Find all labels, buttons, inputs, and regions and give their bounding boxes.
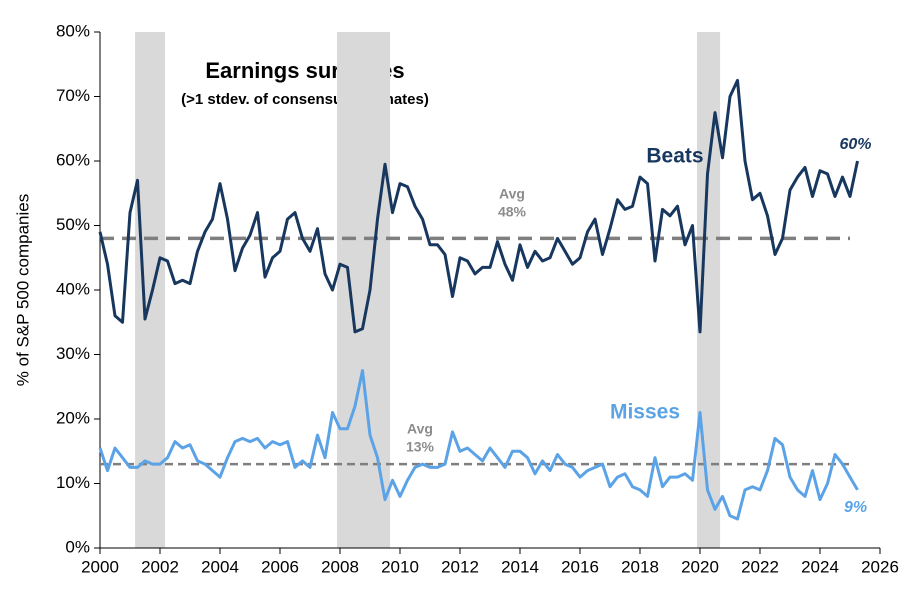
series-name: Beats (646, 145, 703, 168)
y-tick-label: 70% (56, 86, 90, 105)
average-text: Avg (407, 421, 433, 437)
y-tick-label: 80% (56, 21, 90, 40)
x-tick-label: 2016 (561, 557, 599, 576)
x-tick-label: 2020 (681, 557, 719, 576)
recession-band (135, 32, 166, 548)
x-tick-label: 2010 (381, 557, 419, 576)
y-axis-label: % of S&P 500 companies (13, 194, 32, 386)
series-name: Misses (610, 401, 680, 424)
x-tick-label: 2026 (861, 557, 899, 576)
y-tick-label: 30% (56, 344, 90, 363)
y-tick-label: 0% (65, 537, 90, 556)
y-tick-label: 20% (56, 408, 90, 427)
y-tick-label: 60% (56, 150, 90, 169)
x-tick-label: 2018 (621, 557, 659, 576)
x-tick-label: 2002 (141, 557, 179, 576)
chart-subtitle: (>1 stdev. of consensus estimates) (181, 91, 429, 108)
x-tick-label: 2012 (441, 557, 479, 576)
y-tick-label: 40% (56, 279, 90, 298)
x-tick-label: 2006 (261, 557, 299, 576)
x-tick-label: 2000 (81, 557, 119, 576)
y-tick-label: 10% (56, 473, 90, 492)
x-tick-label: 2024 (801, 557, 839, 576)
x-tick-label: 2022 (741, 557, 779, 576)
series-line (98, 78, 859, 334)
end-label: 60% (839, 136, 871, 153)
recession-band (697, 32, 721, 548)
average-label: 48% (498, 204, 527, 220)
average-label: 13% (406, 439, 435, 455)
y-tick-label: 50% (56, 215, 90, 234)
end-label: 9% (844, 499, 867, 516)
average-text: Avg (499, 186, 525, 202)
series-line (98, 369, 859, 521)
x-tick-label: 2004 (201, 557, 239, 576)
x-tick-label: 2008 (321, 557, 359, 576)
recession-band (337, 32, 391, 548)
x-tick-label: 2014 (501, 557, 539, 576)
